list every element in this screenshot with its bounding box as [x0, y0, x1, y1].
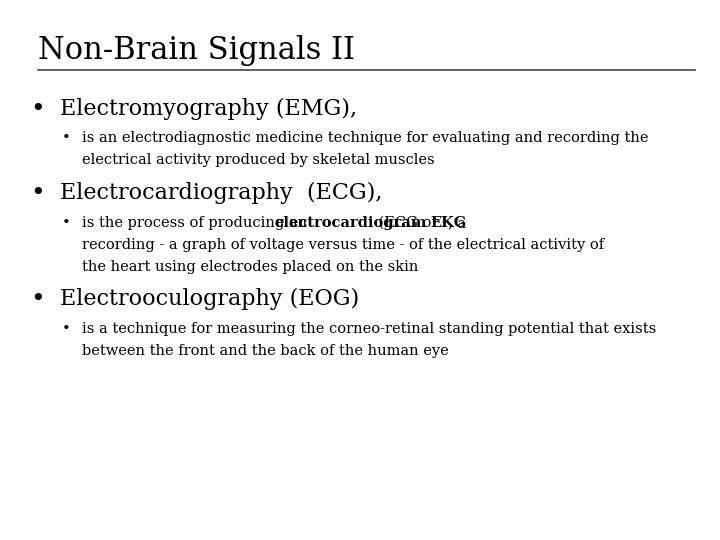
Text: •: •: [62, 131, 71, 145]
Text: •: •: [62, 322, 71, 336]
Text: between the front and the back of the human eye: between the front and the back of the hu…: [82, 344, 449, 358]
Text: (ECG or: (ECG or: [374, 216, 444, 230]
Text: •: •: [62, 216, 71, 230]
Text: Non-Brain Signals II: Non-Brain Signals II: [38, 35, 355, 66]
Text: Electrooculography (EOG): Electrooculography (EOG): [60, 288, 359, 310]
Text: recording - a graph of voltage versus time - of the electrical activity of: recording - a graph of voltage versus ti…: [82, 238, 604, 252]
Text: , a: , a: [448, 216, 466, 230]
Text: •: •: [30, 98, 45, 121]
Text: the heart using electrodes placed on the skin: the heart using electrodes placed on the…: [82, 260, 418, 274]
Text: is an electrodiagnostic medicine technique for evaluating and recording the: is an electrodiagnostic medicine techniq…: [82, 131, 649, 145]
Text: •: •: [30, 182, 45, 205]
Text: electrical activity produced by skeletal muscles: electrical activity produced by skeletal…: [82, 153, 435, 167]
Text: EKG: EKG: [430, 216, 467, 230]
Text: Electromyography (EMG),: Electromyography (EMG),: [60, 98, 357, 120]
Text: Electrocardiography  (ECG),: Electrocardiography (ECG),: [60, 182, 382, 204]
Text: is the process of producing an: is the process of producing an: [82, 216, 312, 230]
Text: electrocardiogram: electrocardiogram: [274, 216, 426, 230]
Text: is a technique for measuring the corneo-retinal standing potential that exists: is a technique for measuring the corneo-…: [82, 322, 656, 336]
Text: •: •: [30, 288, 45, 311]
